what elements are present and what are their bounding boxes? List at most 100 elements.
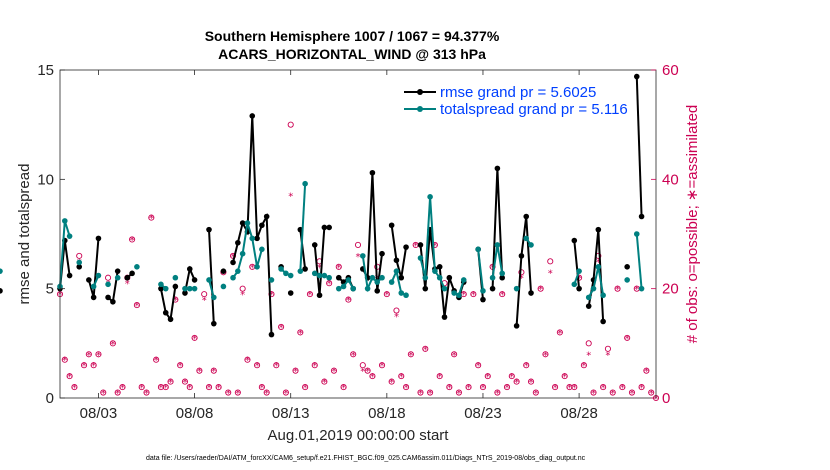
x-tick-label: 08/03 bbox=[80, 405, 118, 422]
obs-possible-marker bbox=[542, 351, 549, 358]
obs-possible-marker bbox=[465, 384, 472, 391]
obs-assimilated-marker: * bbox=[524, 361, 529, 372]
obs-assimilated-marker: * bbox=[452, 350, 457, 361]
obs-possible-marker bbox=[513, 378, 520, 385]
obs-assimilated-marker: * bbox=[418, 389, 423, 400]
obs-assimilated-marker: * bbox=[250, 263, 255, 274]
obs-assimilated-marker: * bbox=[404, 383, 409, 394]
obs-possible-marker bbox=[494, 389, 501, 396]
totalspread-point bbox=[595, 264, 602, 270]
rmse-point bbox=[114, 268, 121, 274]
rmse-point bbox=[523, 213, 530, 220]
obs-assimilated-marker: * bbox=[581, 361, 586, 372]
obs-possible-marker bbox=[258, 384, 265, 391]
obs-assimilated-marker: * bbox=[437, 372, 442, 383]
y2-tick-label: 0 bbox=[662, 390, 670, 407]
rmse-line bbox=[515, 216, 533, 326]
obs-assimilated-marker: * bbox=[139, 383, 144, 394]
rmse-point bbox=[571, 237, 578, 244]
totalspread-point bbox=[206, 277, 212, 283]
obs-possible-marker bbox=[181, 378, 189, 385]
totalspread-point bbox=[186, 285, 193, 292]
x-tick-label: 08/13 bbox=[272, 405, 310, 422]
obs-assimilated-marker: * bbox=[514, 378, 519, 389]
rmse-point bbox=[263, 213, 270, 220]
obs-possible-marker bbox=[263, 389, 270, 396]
obs-possible-marker bbox=[354, 241, 362, 248]
plot-area bbox=[60, 70, 656, 398]
obs-assimilated-marker: * bbox=[529, 378, 534, 389]
obs-assimilated-marker: * bbox=[649, 389, 654, 400]
rmse-point bbox=[158, 285, 164, 292]
totalspread-point bbox=[513, 285, 520, 292]
totalspread-point bbox=[254, 264, 260, 270]
obs-assimilated-marker: * bbox=[211, 367, 216, 378]
obs-possible-marker bbox=[580, 362, 587, 369]
totalspread-point bbox=[475, 246, 481, 253]
obs-possible-marker bbox=[244, 356, 251, 363]
rmse-point bbox=[110, 298, 116, 305]
rmse-point bbox=[90, 294, 97, 301]
obs-assimilated-marker: * bbox=[351, 350, 356, 361]
obs-possible-marker bbox=[80, 362, 88, 369]
y2-tick-label: 40 bbox=[662, 171, 679, 188]
rmse-point bbox=[0, 288, 3, 294]
rmse-point bbox=[105, 294, 111, 301]
totalspread-point bbox=[326, 274, 332, 281]
obs-possible-marker bbox=[427, 389, 434, 396]
obs-assimilated-marker: * bbox=[312, 361, 317, 372]
totalspread-line bbox=[477, 249, 484, 291]
rmse-point bbox=[254, 235, 260, 242]
obs-possible-marker bbox=[61, 356, 68, 363]
obs-assimilated-marker: * bbox=[240, 290, 245, 301]
chart-title-line-2: ACARS_HORIZONTAL_WIND @ 313 hPa bbox=[218, 46, 486, 62]
obs-assimilated-marker: * bbox=[447, 383, 452, 394]
totalspread-point bbox=[235, 268, 241, 274]
totalspread-point bbox=[379, 274, 385, 281]
rmse-point bbox=[388, 222, 395, 229]
obs-possible-marker bbox=[436, 373, 443, 380]
obs-possible-marker bbox=[369, 373, 376, 380]
obs-assimilated-marker: * bbox=[466, 383, 471, 394]
totalspread-point bbox=[90, 283, 97, 290]
rmse-point bbox=[124, 274, 131, 281]
obs-assimilated-marker: * bbox=[346, 296, 351, 307]
obs-possible-marker bbox=[162, 384, 169, 391]
totalspread-line bbox=[587, 266, 605, 298]
totalspread-point bbox=[95, 272, 102, 279]
totalspread-point bbox=[585, 294, 592, 301]
rmse-point bbox=[638, 213, 645, 220]
obs-assimilated-marker: * bbox=[389, 378, 394, 389]
obs-possible-marker bbox=[278, 323, 285, 330]
obs-possible-marker bbox=[297, 329, 304, 336]
rmse-point bbox=[374, 288, 381, 294]
obs-assimilated-marker: * bbox=[591, 389, 596, 400]
totalspread-point bbox=[345, 277, 352, 283]
legend-rmse-marker bbox=[417, 89, 423, 95]
totalspread-point bbox=[162, 285, 169, 292]
obs-possible-marker bbox=[403, 384, 410, 391]
rmse-point bbox=[220, 268, 227, 274]
rmse-point bbox=[268, 331, 275, 338]
obs-assimilated-marker: * bbox=[384, 290, 389, 301]
obs-assimilated-marker: * bbox=[601, 383, 606, 394]
obs-possible-marker bbox=[254, 362, 261, 369]
y-tick-label: 15 bbox=[37, 62, 54, 79]
obs-assimilated-marker: * bbox=[331, 367, 336, 378]
obs-assimilated-marker: * bbox=[91, 361, 96, 372]
obs-possible-marker bbox=[153, 356, 160, 363]
obs-possible-marker bbox=[383, 291, 390, 298]
x-axis-label: Aug.01,2019 00:00:00 start bbox=[268, 427, 450, 444]
obs-possible-marker bbox=[643, 367, 650, 374]
obs-possible-marker bbox=[484, 373, 491, 380]
totalspread-point bbox=[297, 268, 304, 274]
totalspread-line bbox=[208, 279, 215, 298]
obs-assimilated-marker: * bbox=[245, 356, 250, 367]
totalspread-point bbox=[638, 285, 645, 292]
totalspread-point bbox=[350, 285, 356, 292]
totalspread-point bbox=[489, 274, 496, 281]
totalspread-point bbox=[499, 270, 505, 277]
totalspread-point bbox=[172, 274, 179, 281]
rmse-point bbox=[186, 266, 193, 272]
y-tick-label: 0 bbox=[46, 390, 54, 407]
